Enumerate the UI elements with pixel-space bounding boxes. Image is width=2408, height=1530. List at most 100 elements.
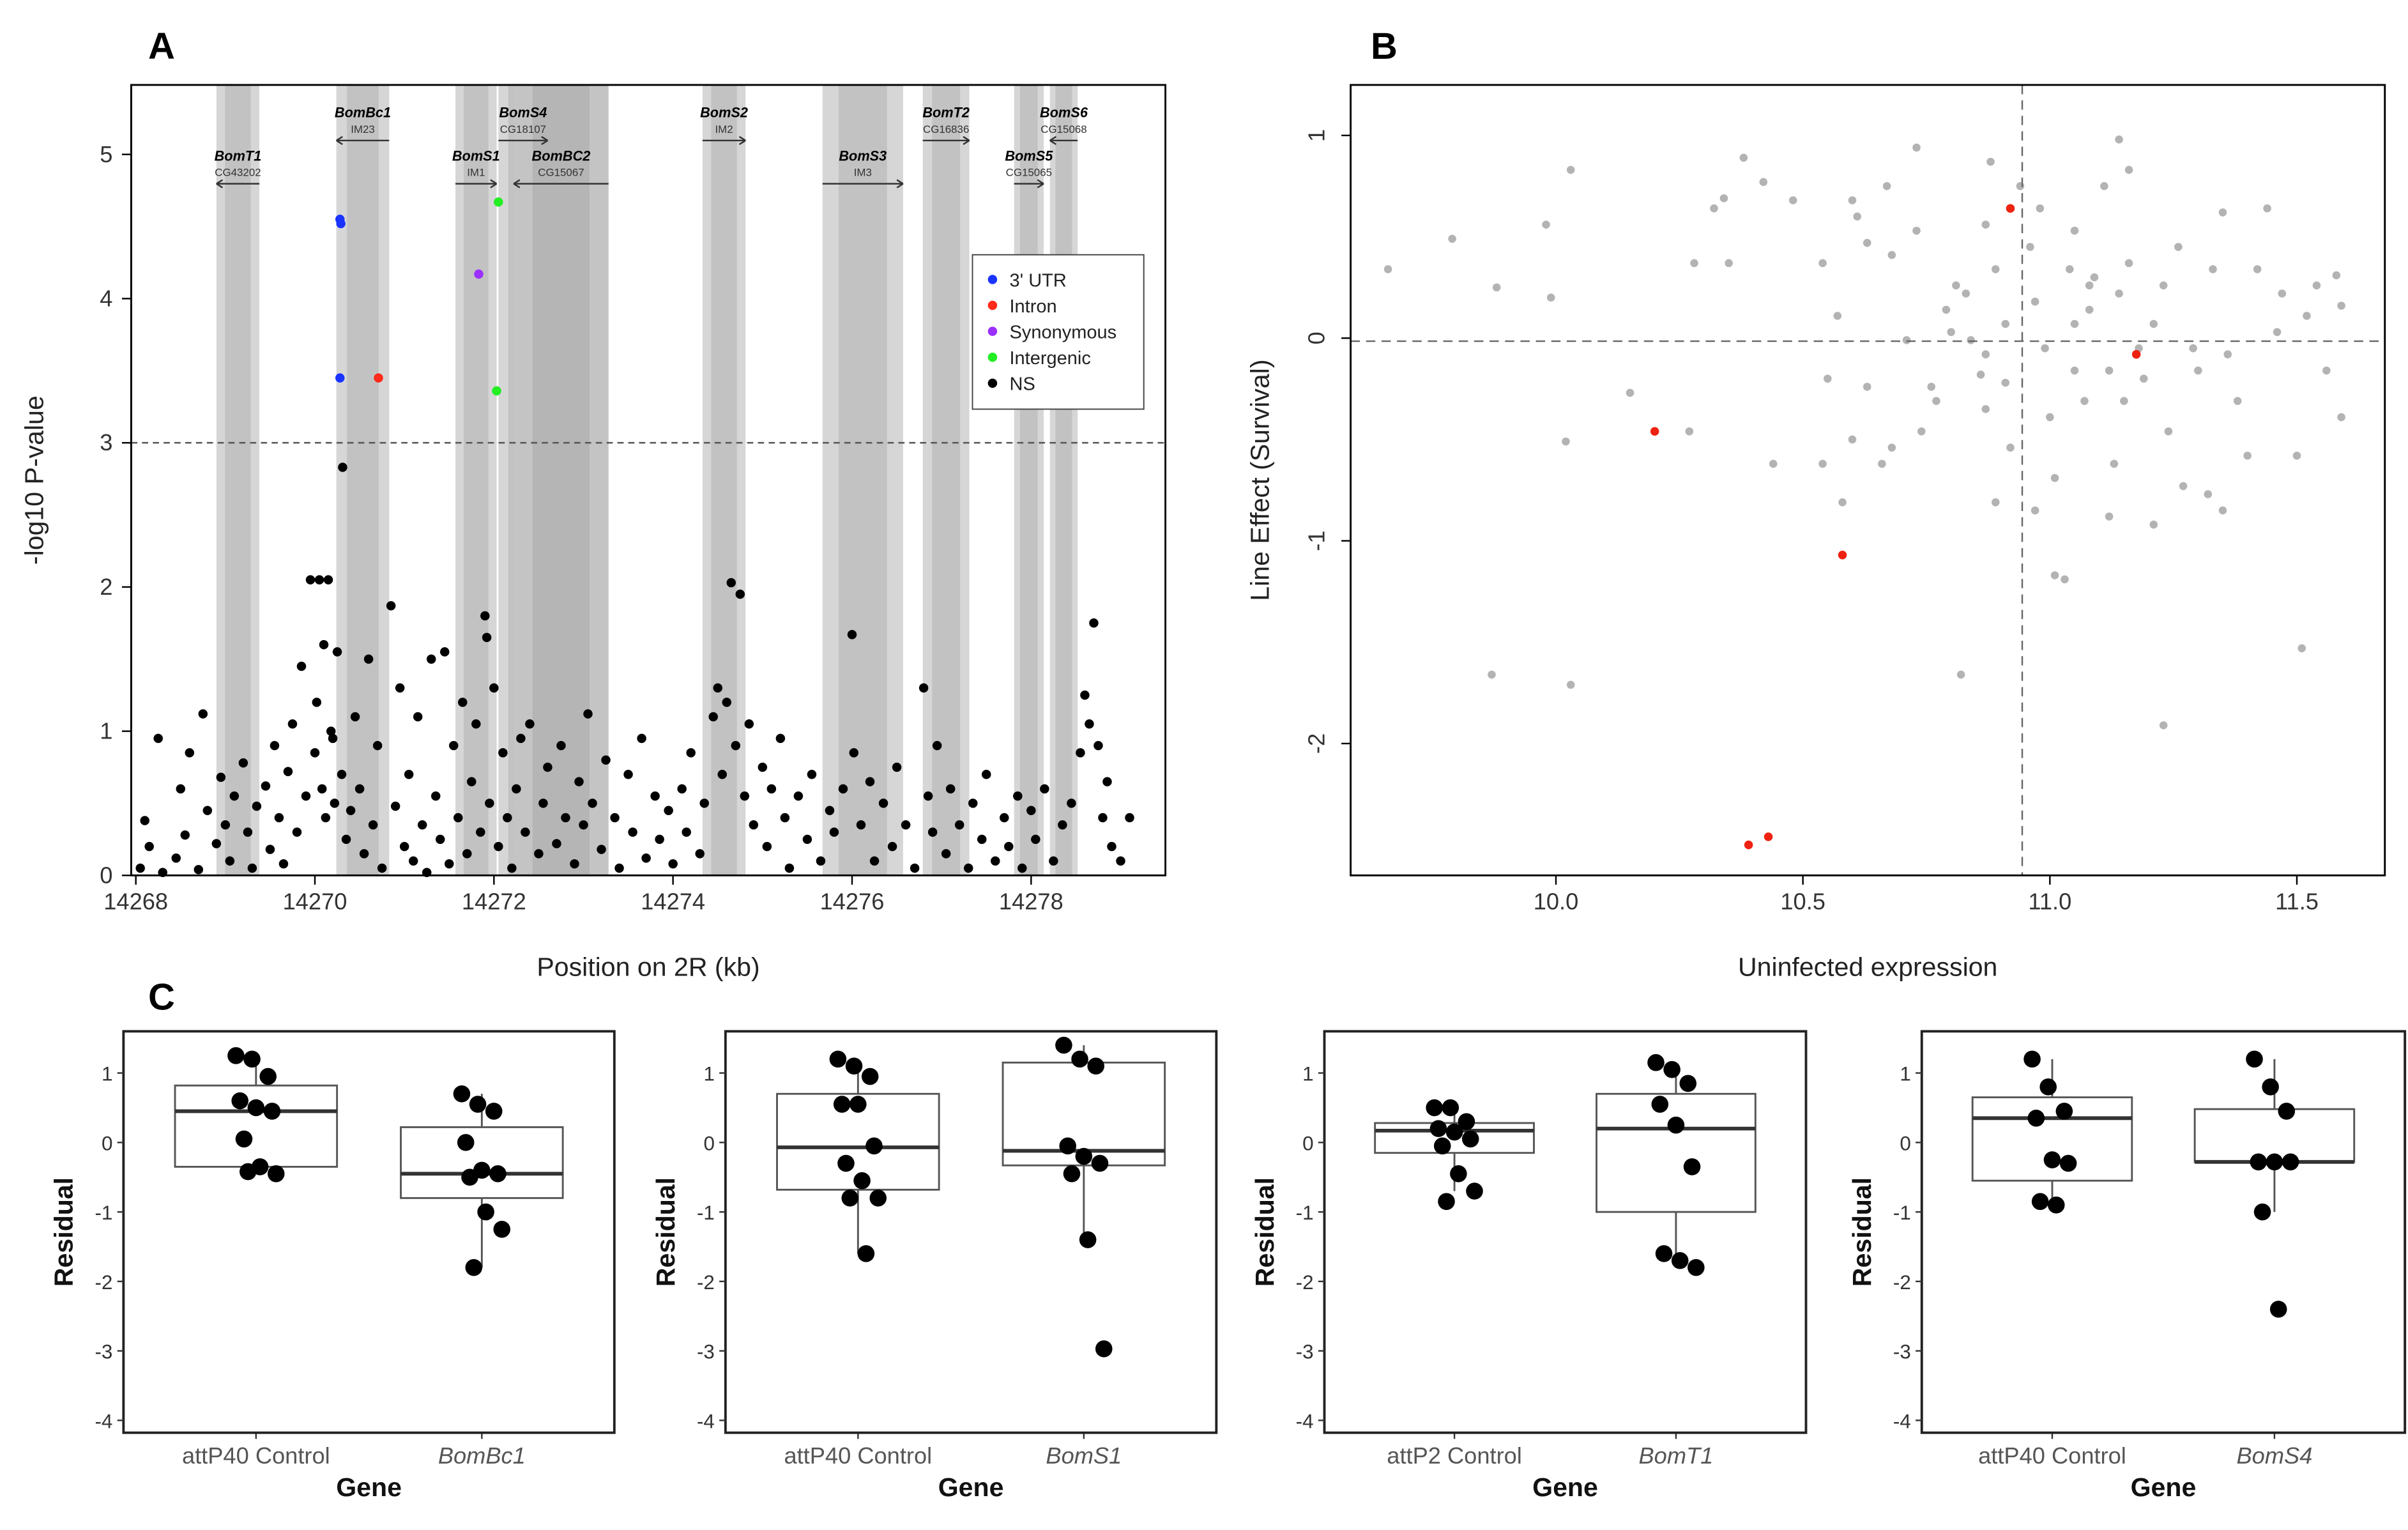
gene-arrowhead-BomBC2 (513, 179, 521, 188)
gene-point (1967, 336, 1975, 344)
gene-id-BomS3: IM3 (854, 167, 872, 179)
snp-point-ns (641, 853, 651, 863)
residual-point (457, 1134, 475, 1151)
panel-a-x-axis-title: Position on 2R (kb) (537, 952, 759, 981)
gene-point (2026, 243, 2034, 251)
residual-point (2266, 1153, 2283, 1171)
gene-point (2115, 135, 2123, 144)
gene-point (1488, 670, 1496, 679)
y-tick-label: -4 (697, 1410, 715, 1432)
bom-gene-point (2131, 349, 2141, 359)
snp-point-ns (525, 719, 535, 729)
boxplot-frame (1920, 1030, 2407, 1434)
x-axis-title: Gene (1532, 1473, 1598, 1502)
y-tick-label: 3 (100, 429, 112, 455)
gene-point (1912, 143, 1921, 152)
snp-point-ns (784, 863, 795, 873)
snp-point-ns (583, 709, 593, 719)
gene-point (2332, 271, 2341, 280)
residual-point (1458, 1113, 1475, 1131)
snp-point-ns (1000, 813, 1009, 823)
snp-point-ns (330, 799, 340, 808)
snp-point-ns (323, 575, 333, 585)
x-axis-title: Gene (938, 1473, 1004, 1502)
snp-point-ns (359, 849, 369, 859)
legend-marker (987, 275, 998, 284)
gene-arrowhead-BomS1 (490, 179, 498, 188)
legend-label: Synonymous (1010, 323, 1117, 343)
snp-point-ns (1058, 820, 1067, 830)
gene-point (2149, 319, 2158, 328)
gene-point (2233, 397, 2242, 405)
gene-point (2061, 575, 2069, 584)
snp-point-ns (439, 647, 450, 657)
gene-point (2189, 344, 2197, 353)
snp-point-ns (296, 661, 307, 671)
residual-point (829, 1050, 847, 1068)
snp-point-ns (252, 801, 262, 811)
gene-label-BomS1: BomS1 (452, 148, 500, 164)
gene-point (1956, 670, 1965, 679)
y-tick-label: 1 (100, 718, 112, 744)
gene-point (1788, 196, 1797, 204)
y-tick-label: 1 (102, 1063, 112, 1085)
gene-band-core-BomT1 (225, 84, 251, 876)
gene-point (1818, 259, 1827, 268)
gene-id-BomS5: CG15065 (1006, 167, 1052, 179)
snp-point-ns (802, 834, 812, 845)
boxplot-frame (122, 1030, 616, 1434)
residual-point (2059, 1154, 2077, 1172)
gene-band-core-BomT2 (932, 84, 961, 876)
snp-point-ns (283, 767, 293, 777)
snp-point-ns (1004, 841, 1014, 852)
residual-point (837, 1154, 855, 1172)
gene-point (1863, 383, 1871, 391)
snp-point-ns (404, 770, 414, 779)
gene-band-core-BomS3 (838, 84, 887, 876)
snp-point-ns (744, 719, 754, 729)
y-tick-label: -3 (1296, 1341, 1314, 1363)
residual-point (2055, 1103, 2073, 1120)
residual-point (1438, 1193, 1455, 1211)
gene-point (1917, 427, 1926, 436)
boxplot-subplot: attP40 Control BomS4 1 0 -1 -2 -3 -4 Gene Residua… (1847, 1030, 2407, 1502)
snp-point-ns (534, 849, 544, 859)
gene-point (1546, 293, 1555, 302)
y-tick-label: 0 (102, 1132, 112, 1154)
snp-point-ns (968, 799, 978, 808)
gene-point (1981, 220, 1990, 229)
residual-point (465, 1258, 483, 1276)
gene-point (2337, 302, 2345, 310)
panel-b-y-axis-title: Line Effect (Survival) (1246, 360, 1275, 601)
gene-label-BomBc1: BomBc1 (335, 105, 391, 121)
residual-point (861, 1067, 879, 1085)
panel-b-scatter-plot: 10.0 10.5 11.0 11.5 1 0 -1 -2 (1304, 84, 2386, 914)
gene-point (1383, 265, 1392, 273)
box (174, 1084, 339, 1168)
gene-arrowhead-BomS5 (1037, 179, 1044, 188)
snp-point-ns (485, 799, 494, 808)
residual-point (1063, 1165, 1081, 1182)
snp-point-ns (314, 575, 324, 585)
snp-point-ns (261, 781, 271, 791)
gene-arrowhead-BomT1 (216, 179, 224, 188)
gene-point (2303, 312, 2311, 320)
gene-point (2036, 204, 2045, 213)
snp-point-ns (482, 632, 492, 643)
gene-point (1981, 350, 1990, 358)
snp-point-ns (579, 820, 588, 830)
snp-point-ns (918, 683, 929, 693)
gene-point (1690, 259, 1698, 268)
snp-point-significant (336, 218, 346, 229)
gene-point (1927, 383, 1936, 391)
gene-point (2124, 165, 2133, 174)
y-tick-label: 2 (100, 574, 112, 600)
residual-point (2282, 1153, 2299, 1171)
bom-gene-point (1838, 551, 1847, 560)
snp-point-ns (489, 683, 499, 693)
gene-point (1848, 435, 1857, 444)
y-tick-label: -1 (697, 1202, 715, 1224)
gene-band-core-BomS2 (711, 84, 737, 876)
gene-id-BomS1: IM1 (467, 167, 485, 179)
gene-point (1912, 226, 1921, 235)
